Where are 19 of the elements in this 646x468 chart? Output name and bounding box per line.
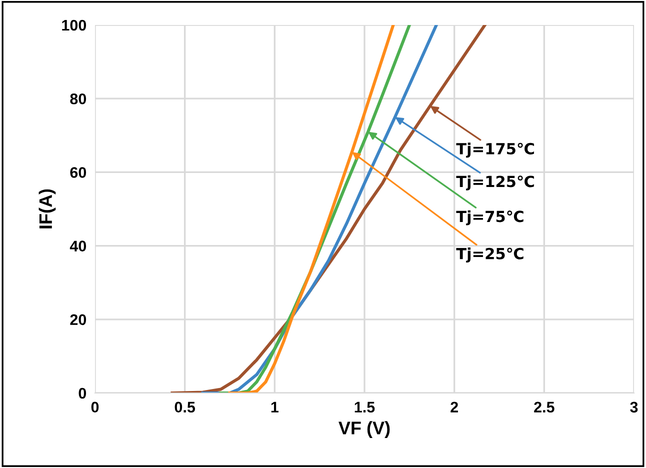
y-tick-label: 100 [62,20,86,31]
x-axis-title: VF (V) [338,421,390,438]
y-tick-label: 60 [70,167,86,178]
x-tick-label: 1 [271,402,278,412]
x-tick-label: 2 [450,402,458,412]
y-tick-label: 0 [78,388,86,399]
y-tick-label: 40 [70,240,86,252]
y-tick-label: 20 [70,314,86,326]
y-axis-title: IF(A) [38,189,56,228]
x-tick-label: 0.5 [174,402,196,413]
x-tick-label: 2.5 [534,402,554,413]
y-tick-label: 80 [70,93,86,104]
x-tick-label: 3 [630,402,638,413]
x-tick-label: 0 [91,402,99,413]
x-tick-label: 1.5 [354,402,375,413]
annotation: Tj=25℃ [456,248,524,262]
annotation: Tj=125℃ [456,175,534,190]
annotation: Tj=75℃ [456,210,524,226]
annotation: Tj=175℃ [456,142,534,158]
